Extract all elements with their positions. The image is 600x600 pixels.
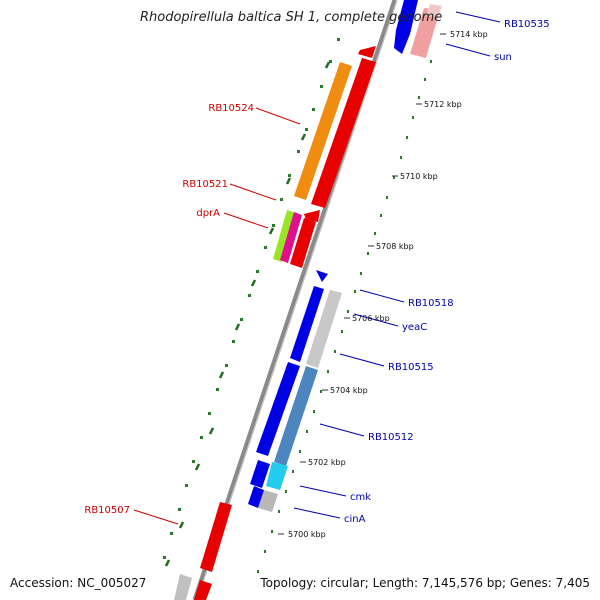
- gene-lime[interactable]: [273, 210, 296, 262]
- gene-RB10524[interactable]: [311, 58, 376, 208]
- gene-labels-left: RB10524 RB10521 dprA RB10507: [84, 103, 254, 516]
- tick-label: 5702 kbp: [308, 458, 346, 467]
- gene-sun[interactable]: [410, 8, 440, 58]
- tick-label: 5714 kbp: [450, 30, 488, 39]
- gene-label[interactable]: sun: [494, 52, 512, 63]
- tick-label: 5704 kbp: [330, 386, 368, 395]
- gene-label[interactable]: RB10535: [504, 19, 550, 30]
- gene-RB10518-head[interactable]: [316, 270, 328, 282]
- gene-yeaC[interactable]: [306, 290, 342, 368]
- gene-RB10507[interactable]: [200, 502, 232, 572]
- gene-dprA-head[interactable]: [304, 210, 320, 222]
- gene-label[interactable]: RB10518: [408, 298, 454, 309]
- forward-genes: [174, 46, 376, 600]
- gc-track-inner: [257, 60, 432, 573]
- gene-magenta[interactable]: [280, 212, 302, 263]
- gene-dprA[interactable]: [290, 218, 316, 268]
- tick-label: 5710 kbp: [400, 172, 438, 181]
- gene-cmk[interactable]: [266, 462, 288, 490]
- gc-track-outer: [163, 38, 340, 559]
- gene-blue-long[interactable]: [256, 362, 300, 456]
- leader-lines: [133, 11, 501, 525]
- gene-RB10535[interactable]: [394, 0, 418, 54]
- gene-cinA[interactable]: [258, 490, 278, 512]
- tick-labels: 5714 kbp 5712 kbp 5710 kbp 5708 kbp 5706…: [288, 30, 488, 539]
- tick-label: 5708 kbp: [376, 242, 414, 251]
- tick-marks: [278, 33, 446, 535]
- gene-label[interactable]: RB10521: [182, 179, 228, 190]
- gene-RB10524-orange[interactable]: [294, 62, 352, 200]
- gene-RB10512[interactable]: [274, 366, 318, 466]
- gene-red-bottom[interactable]: [194, 580, 212, 600]
- gene-labels-right: RB10535 sun RB10518 yeaC RB10515 RB10512…: [344, 19, 550, 525]
- gc-track-outer-marks: [164, 61, 331, 567]
- gene-blue-small2[interactable]: [248, 486, 264, 508]
- tick-label: 5700 kbp: [288, 530, 326, 539]
- topology-text: Topology: circular; Length: 7,145,576 bp…: [260, 576, 590, 590]
- gene-label[interactable]: cinA: [344, 514, 366, 525]
- gene-label[interactable]: dprA: [196, 208, 220, 219]
- gene-label[interactable]: RB10524: [208, 103, 254, 114]
- gene-pink-small[interactable]: [426, 4, 442, 18]
- gene-label[interactable]: cmk: [350, 492, 371, 503]
- gene-blue-small[interactable]: [250, 460, 270, 488]
- gene-arrow-top[interactable]: [358, 46, 376, 58]
- gene-label[interactable]: RB10507: [84, 505, 130, 516]
- reverse-genes: [248, 0, 442, 512]
- tick-label: 5712 kbp: [424, 100, 462, 109]
- gene-label[interactable]: RB10515: [388, 362, 434, 373]
- accession-text: Accession: NC_005027: [10, 576, 147, 590]
- gene-grey-bottom[interactable]: [174, 574, 192, 600]
- map-title: Rhodopirellula baltica SH 1, complete ge…: [140, 10, 443, 25]
- gene-label[interactable]: RB10512: [368, 432, 414, 443]
- gene-label[interactable]: yeaC: [402, 322, 427, 333]
- gene-RB10518[interactable]: [290, 286, 324, 362]
